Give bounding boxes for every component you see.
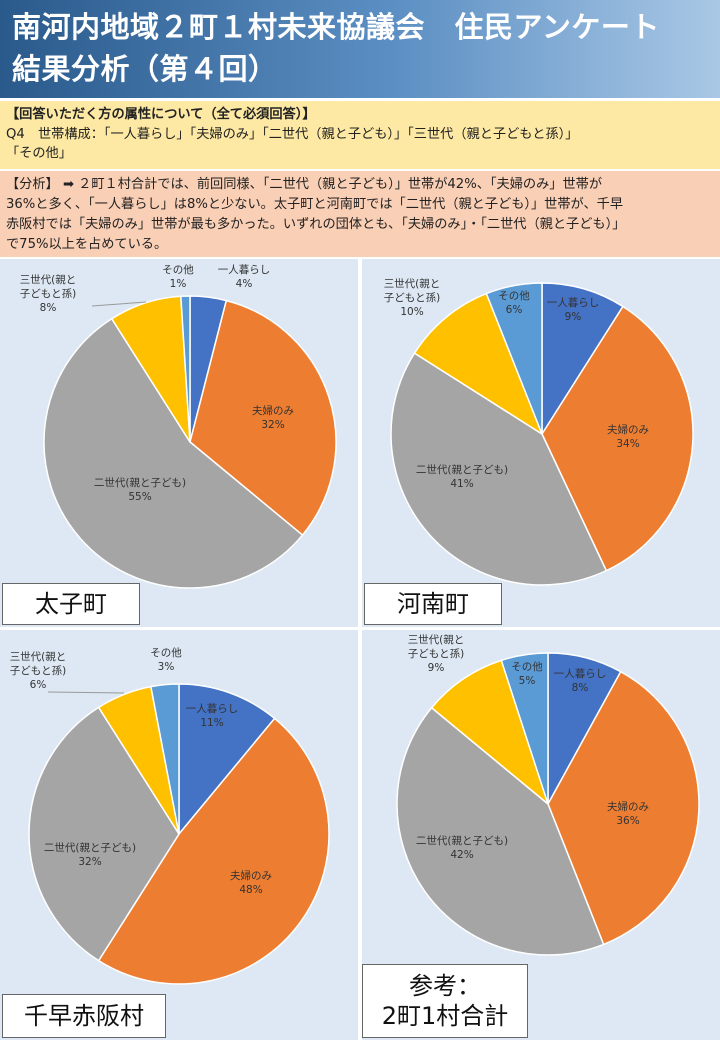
data-label-single: 一人暮らし 9% [547, 296, 600, 323]
question-heading: 【回答いただく方の属性について（全て必須回答）】 [6, 107, 316, 122]
pie-slice-single [178, 683, 276, 837]
pie-slice-couple [547, 670, 700, 946]
pie-slice-two-gen [43, 317, 304, 589]
data-label-other: その他 3% [150, 646, 182, 673]
pie-chart-taishi: 一人暮らし 4% 夫婦のみ 32% 二世代(親と子ども) 55% 三世代(親と子どもと孫) 8… [20, 263, 337, 589]
question-text: Q4 世帯構成：「一人暮らし」「夫婦のみ」「二世代（親と子ども）」「三世代（親と… [6, 127, 579, 142]
header-banner: 南河内地域２町１村未来協議会 住民アンケート 結果分析（第４回） [0, 0, 720, 98]
data-label-couple: 夫婦のみ 36% [607, 801, 649, 827]
data-label-three-gen: 三世代(親と子どもと孫) 6% [10, 650, 67, 691]
pie-chart-chihayaakasaka: 一人暮らし 11% 夫婦のみ 48% 二世代(親と子ども) 32% 三世代(親と子どもと孫)… [10, 646, 330, 985]
pie-slice-two-gen [28, 706, 180, 962]
chart-title-text: 太子町 [35, 590, 107, 618]
chart-title-kanan: 河南町 [364, 583, 502, 625]
data-label-single: 一人暮らし 8% [554, 667, 607, 694]
pie-slice-two-gen [390, 352, 608, 586]
data-label-other: その他 1% [162, 263, 194, 290]
chart-panel-total: 一人暮らし 8% 夫婦のみ 36% 二世代(親と子ども) 42% 三世代(親と子どもと孫) 9… [362, 630, 720, 1040]
pie-chart-total: 一人暮らし 8% 夫婦のみ 36% 二世代(親と子ども) 42% 三世代(親と子どもと孫) 9… [396, 633, 700, 956]
chart-title-text: 河南町 [397, 590, 469, 618]
data-label-single: 一人暮らし 4% [218, 263, 271, 290]
data-label-three-gen: 三世代(親と子どもと孫) 8% [20, 273, 77, 314]
analysis-line-4: で75%以上を占めている。 [6, 237, 168, 252]
chart-title-chihayaakasaka: 千早赤阪村 [2, 994, 166, 1038]
pie-slice-two-gen [396, 706, 605, 956]
pie-slice-other [500, 652, 549, 805]
chart-title-taishi: 太子町 [2, 583, 140, 625]
page-title: 南河内地域２町１村未来協議会 住民アンケート 結果分析（第４回） [12, 10, 690, 86]
chart-panel-chihayaakasaka: 一人暮らし 11% 夫婦のみ 48% 二世代(親と子ども) 32% 三世代(親と子どもと孫)… [0, 630, 358, 1040]
pie-slice-three-gen [430, 659, 550, 807]
chart-title-text: 千早赤阪村 [24, 1002, 144, 1030]
pie-slice-couple [541, 305, 694, 572]
analysis-line-1: 【分析】 ➡ ２町１村合計では、前回同様、「二世代（親と子ども）」世帯が42%、… [6, 177, 603, 192]
chart-title-line-2: 2町1村合計 [381, 1002, 509, 1030]
pie-slice-other [150, 683, 180, 835]
data-label-three-gen: 三世代(親と子どもと孫) 10% [384, 277, 441, 318]
pie-slice-other [180, 295, 191, 443]
pie-slice-single [541, 282, 624, 437]
data-label-couple: 夫婦のみ 34% [607, 424, 649, 450]
data-label-other: その他 5% [511, 660, 543, 687]
analysis-box: 【分析】 ➡ ２町１村合計では、前回同様、「二世代（親と子ども）」世帯が42%、… [0, 171, 720, 257]
chart-title-line-1: 参考： [409, 972, 481, 1000]
data-label-other: その他 6% [498, 289, 530, 316]
pie-slice-couple [97, 717, 330, 985]
leader-line [91, 301, 147, 307]
pie-slice-couple [189, 299, 337, 537]
chart-panel-kanan: 一人暮らし 9% 夫婦のみ 34% 二世代(親と子ども) 41% 三世代(親と子どもと孫) 1… [362, 259, 720, 627]
question-box: 【回答いただく方の属性について（全て必須回答）】 Q4 世帯構成：「一人暮らし」… [0, 101, 720, 169]
data-label-two-gen: 二世代(親と子ども) 41% [416, 463, 508, 490]
data-label-couple: 夫婦のみ 48% [230, 870, 272, 896]
pie-chart-kanan: 一人暮らし 9% 夫婦のみ 34% 二世代(親と子ども) 41% 三世代(親と子どもと孫) 1… [384, 277, 694, 586]
question-text-continued: 「その他」 [6, 146, 72, 161]
data-label-two-gen: 二世代(親と子ども) 42% [416, 834, 508, 861]
chart-title-total: 参考： 2町1村合計 [362, 964, 528, 1038]
data-label-single: 一人暮らし 11% [186, 702, 239, 729]
leader-line [47, 691, 125, 694]
chart-panel-taishi: 一人暮らし 4% 夫婦のみ 32% 二世代(親と子ども) 55% 三世代(親と子どもと孫) 8… [0, 259, 358, 627]
data-label-three-gen: 三世代(親と子どもと孫) 9% [408, 633, 465, 674]
pie-slice-other [485, 282, 543, 435]
data-label-two-gen: 二世代(親と子ども) 32% [44, 841, 136, 868]
data-label-couple: 夫婦のみ 32% [252, 405, 294, 431]
analysis-line-3: 赤阪村では「夫婦のみ」世帯が最も多かった。いずれの団体とも、「夫婦のみ」・「二世… [6, 217, 626, 232]
analysis-line-2: 36%と多く、「一人暮らし」は8%と少ない。太子町と河南町では「二世代（親と子ど… [6, 197, 624, 212]
data-label-two-gen: 二世代(親と子ども) 55% [94, 476, 186, 503]
pie-slice-three-gen [413, 292, 544, 436]
